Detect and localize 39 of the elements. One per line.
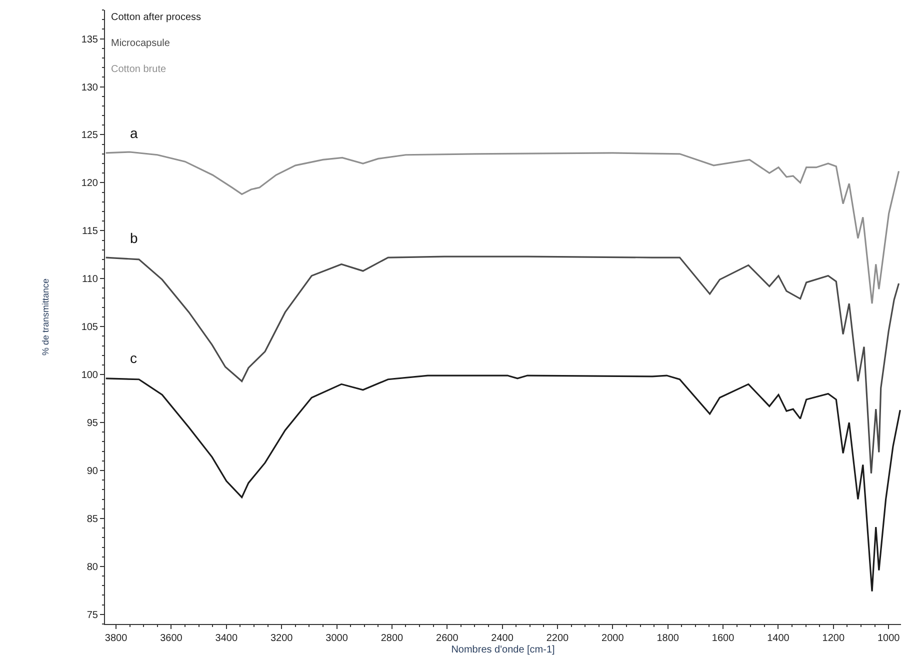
x-axis-title: Nombres d'onde [cm-1] xyxy=(451,644,556,656)
y-tick-label: 125 xyxy=(81,130,98,142)
x-tick-label: 2000 xyxy=(602,633,624,644)
x-tick-label: 2200 xyxy=(546,633,570,644)
y-tick-label: 80 xyxy=(86,562,98,573)
x-tick-label: 1000 xyxy=(877,633,900,644)
y-tick-label: 85 xyxy=(86,514,98,525)
line-series xyxy=(105,256,900,474)
y-axis-title: % de transmittance xyxy=(40,278,51,356)
y-tick-label: 115 xyxy=(82,226,98,238)
text: Cotton brute xyxy=(111,64,166,75)
y-tick-label: 90 xyxy=(86,466,98,477)
y-tick-label: 105 xyxy=(81,322,98,334)
y-tick-label: 135 xyxy=(81,34,98,46)
text: Cotton after process xyxy=(111,12,202,23)
x-tick-label: 3800 xyxy=(104,633,128,644)
x-tick-label: 2800 xyxy=(380,633,404,644)
x-tick-label: 1400 xyxy=(767,633,790,644)
y-tick-label: 110 xyxy=(82,274,98,286)
y-tick-label: 120 xyxy=(81,178,98,190)
y-tick-label: 95 xyxy=(86,418,98,430)
line-series xyxy=(105,151,900,304)
x-tick-label: 1600 xyxy=(712,633,735,644)
x-tick-label: 3200 xyxy=(270,633,294,644)
annotation: b xyxy=(130,230,138,246)
annotation: c xyxy=(130,350,137,366)
y-tick-label: 130 xyxy=(81,82,98,94)
x-tick-label: 3400 xyxy=(215,633,238,644)
annotation: a xyxy=(130,125,138,141)
x-tick-label: 1800 xyxy=(656,633,680,644)
y-tick-label: 100 xyxy=(81,370,98,382)
x-tick-label: 3600 xyxy=(160,633,183,644)
y-tick-label: 75 xyxy=(86,610,98,621)
x-tick-label: 3000 xyxy=(326,633,348,644)
x-tick-label: 2600 xyxy=(436,633,459,644)
line-series xyxy=(105,374,901,592)
x-tick-label: 2400 xyxy=(491,633,514,644)
text: Microcapsule xyxy=(111,38,170,49)
x-tick-label: 1200 xyxy=(822,633,845,644)
